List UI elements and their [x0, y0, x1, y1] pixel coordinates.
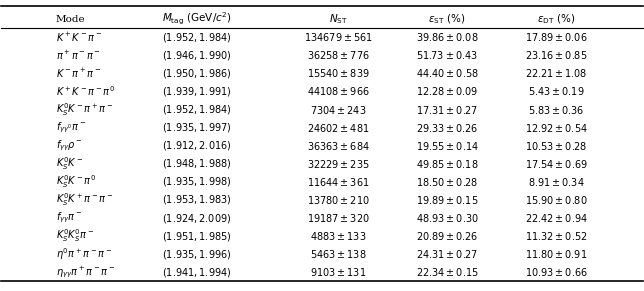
Text: $36363 \pm 684$: $36363 \pm 684$: [307, 140, 370, 152]
Text: $(1.948, 1.988)$: $(1.948, 1.988)$: [162, 157, 232, 170]
Text: $5.43 \pm 0.19$: $5.43 \pm 0.19$: [527, 86, 584, 97]
Text: $12.92 \pm 0.54$: $12.92 \pm 0.54$: [525, 122, 587, 134]
Text: $\eta^0\pi^+\pi^-\pi^-$: $\eta^0\pi^+\pi^-\pi^-$: [56, 246, 112, 262]
Text: $49.85 \pm 0.18$: $49.85 \pm 0.18$: [416, 158, 478, 170]
Text: $\eta_{\gamma\gamma}\pi^+\pi^-\pi^-$: $\eta_{\gamma\gamma}\pi^+\pi^-\pi^-$: [56, 265, 115, 280]
Text: $K^0_SK^-$: $K^0_SK^-$: [56, 155, 83, 172]
Text: $36258 \pm 776$: $36258 \pm 776$: [307, 49, 370, 61]
Text: $23.16 \pm 0.85$: $23.16 \pm 0.85$: [525, 49, 587, 61]
Text: $44108 \pm 966$: $44108 \pm 966$: [307, 86, 370, 97]
Text: $5463 \pm 138$: $5463 \pm 138$: [310, 248, 366, 260]
Text: $K^0_SK^0_S\pi^-$: $K^0_SK^0_S\pi^-$: [56, 228, 94, 244]
Text: $(1.935, 1.997)$: $(1.935, 1.997)$: [162, 121, 232, 134]
Text: $11.80 \pm 0.91$: $11.80 \pm 0.91$: [525, 248, 587, 260]
Text: $22.34 \pm 0.15$: $22.34 \pm 0.15$: [415, 266, 478, 278]
Text: $(1.953, 1.983)$: $(1.953, 1.983)$: [162, 194, 232, 206]
Text: $10.93 \pm 0.66$: $10.93 \pm 0.66$: [525, 266, 587, 278]
Text: $13780 \pm 210$: $13780 \pm 210$: [307, 194, 370, 206]
Text: $22.42 \pm 0.94$: $22.42 \pm 0.94$: [525, 212, 587, 224]
Text: $12.28 \pm 0.09$: $12.28 \pm 0.09$: [416, 86, 478, 97]
Text: $M_{\rm tag}\ ({\rm GeV}/c^2)$: $M_{\rm tag}\ ({\rm GeV}/c^2)$: [162, 11, 232, 27]
Text: $29.33 \pm 0.26$: $29.33 \pm 0.26$: [416, 122, 478, 134]
Text: $22.21 \pm 1.08$: $22.21 \pm 1.08$: [525, 67, 587, 79]
Text: $N_{\rm ST}$: $N_{\rm ST}$: [328, 12, 347, 26]
Text: $9103 \pm 131$: $9103 \pm 131$: [310, 266, 366, 278]
Text: $17.89 \pm 0.06$: $17.89 \pm 0.06$: [525, 31, 587, 43]
Text: $K^-\pi^+\pi^-$: $K^-\pi^+\pi^-$: [56, 67, 102, 80]
Text: $(1.941, 1.994)$: $(1.941, 1.994)$: [162, 266, 232, 279]
Text: $4883 \pm 133$: $4883 \pm 133$: [310, 230, 366, 242]
Text: $K^+K^-\pi^-\pi^0$: $K^+K^-\pi^-\pi^0$: [56, 84, 115, 98]
Text: $K^0_SK^+\pi^-\pi^-$: $K^0_SK^+\pi^-\pi^-$: [56, 191, 113, 208]
Text: $48.93 \pm 0.30$: $48.93 \pm 0.30$: [415, 212, 478, 224]
Text: $(1.935, 1.996)$: $(1.935, 1.996)$: [162, 248, 232, 261]
Text: $(1.952, 1.984)$: $(1.952, 1.984)$: [162, 31, 232, 44]
Text: $44.40 \pm 0.58$: $44.40 \pm 0.58$: [415, 67, 478, 79]
Text: $17.31 \pm 0.27$: $17.31 \pm 0.27$: [416, 104, 478, 116]
Text: $f_{\gamma\gamma}\rho^-$: $f_{\gamma\gamma}\rho^-$: [56, 139, 82, 153]
Text: $(1.935, 1.998)$: $(1.935, 1.998)$: [162, 175, 232, 188]
Text: $24.31 \pm 0.27$: $24.31 \pm 0.27$: [416, 248, 478, 260]
Text: $f_{\gamma\gamma^0}\pi^-$: $f_{\gamma\gamma^0}\pi^-$: [56, 120, 86, 135]
Text: $(1.952, 1.984)$: $(1.952, 1.984)$: [162, 103, 232, 116]
Text: $K^0_SK^-\pi^+\pi^-$: $K^0_SK^-\pi^+\pi^-$: [56, 101, 113, 118]
Text: Mode: Mode: [56, 15, 86, 24]
Text: $15.90 \pm 0.80$: $15.90 \pm 0.80$: [525, 194, 587, 206]
Text: $32229 \pm 235$: $32229 \pm 235$: [307, 158, 370, 170]
Text: $(1.946, 1.990)$: $(1.946, 1.990)$: [162, 49, 232, 62]
Text: $11.32 \pm 0.52$: $11.32 \pm 0.52$: [525, 230, 587, 242]
Text: $19.55 \pm 0.14$: $19.55 \pm 0.14$: [415, 140, 478, 152]
Text: $7304 \pm 243$: $7304 \pm 243$: [310, 104, 366, 116]
Text: $19.89 \pm 0.15$: $19.89 \pm 0.15$: [416, 194, 478, 206]
Text: $K^0_SK^-\pi^0$: $K^0_SK^-\pi^0$: [56, 173, 96, 190]
Text: $8.91 \pm 0.34$: $8.91 \pm 0.34$: [527, 176, 584, 188]
Text: $\epsilon_{\rm ST}\ (\%)$: $\epsilon_{\rm ST}\ (\%)$: [428, 12, 466, 26]
Text: $f_{\gamma\gamma}\pi^-$: $f_{\gamma\gamma}\pi^-$: [56, 211, 82, 225]
Text: $(1.951, 1.985)$: $(1.951, 1.985)$: [162, 230, 232, 243]
Text: $39.86 \pm 0.08$: $39.86 \pm 0.08$: [416, 31, 478, 43]
Text: $K^+K^-\pi^-$: $K^+K^-\pi^-$: [56, 31, 102, 44]
Text: $15540 \pm 839$: $15540 \pm 839$: [307, 67, 370, 79]
Text: $51.73 \pm 0.43$: $51.73 \pm 0.43$: [416, 49, 478, 61]
Text: $18.50 \pm 0.28$: $18.50 \pm 0.28$: [416, 176, 478, 188]
Text: $(1.939, 1.991)$: $(1.939, 1.991)$: [162, 85, 232, 98]
Text: $20.89 \pm 0.26$: $20.89 \pm 0.26$: [416, 230, 478, 242]
Text: $11644 \pm 361$: $11644 \pm 361$: [307, 176, 370, 188]
Text: $134679 \pm 561$: $134679 \pm 561$: [303, 31, 372, 43]
Text: $(1.912, 2.016)$: $(1.912, 2.016)$: [162, 139, 232, 152]
Text: $5.83 \pm 0.36$: $5.83 \pm 0.36$: [528, 104, 584, 116]
Text: $(1.950, 1.986)$: $(1.950, 1.986)$: [162, 67, 232, 80]
Text: $(1.924, 2.009)$: $(1.924, 2.009)$: [162, 212, 232, 225]
Text: $19187 \pm 320$: $19187 \pm 320$: [307, 212, 370, 224]
Text: $\epsilon_{\rm DT}\ (\%)$: $\epsilon_{\rm DT}\ (\%)$: [537, 12, 575, 26]
Text: $10.53 \pm 0.28$: $10.53 \pm 0.28$: [525, 140, 587, 152]
Text: $24602 \pm 481$: $24602 \pm 481$: [307, 122, 370, 134]
Text: $\pi^+\pi^-\pi^-$: $\pi^+\pi^-\pi^-$: [56, 49, 100, 62]
Text: $17.54 \pm 0.69$: $17.54 \pm 0.69$: [525, 158, 587, 170]
